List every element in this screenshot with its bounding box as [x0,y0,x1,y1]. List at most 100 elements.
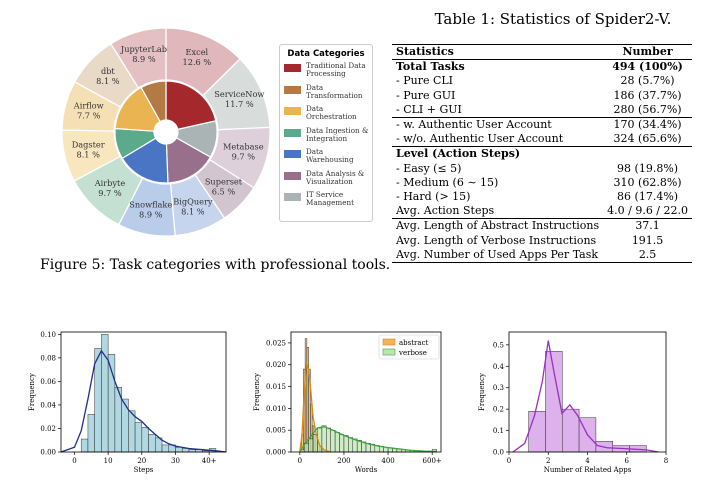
table-row: Avg. Length of Verbose Instructions 191.5 [392,234,692,248]
histogram-bar [308,438,314,453]
table-row: Avg. Action Steps 4.0 / 9.6 / 22.0 [392,204,693,219]
histogram-bar [87,414,95,453]
legend-item: Data Warehousing [280,147,372,170]
histogram-bar [343,435,349,453]
row-value: 98 (19.8%) [617,161,679,175]
table-row: Avg. Length of Abstract Instructions 37.1 [392,219,692,234]
histogram-bar [330,429,336,453]
legend-label: Data Warehousing [306,147,354,165]
related-apps-histogram: 0.0 0.1 0.2 0.3 0.4 0.5 0 2 4 6 8 Number of Related… [478,331,668,474]
row-value: 37.1 [635,219,660,233]
kde-curve [512,340,659,453]
y-tick-label: 0.3 [493,384,504,392]
table-row: - Easy (≤ 5) 98 (19.8%) [392,162,692,176]
x-tick-label: 600+ [423,457,442,465]
table-row: Total Tasks 494 (100%) [392,60,692,75]
slice-percent-label: 8.1 % [181,206,205,216]
legend-label: Data Orchestration [306,104,357,122]
steps-histogram: 0.00 0.02 0.04 0.06 0.08 0.10 0 10 20 30 40+ Steps F… [28,331,227,474]
slice-percent-label: 8.1 % [77,150,101,160]
legend-swatch [382,338,396,346]
legend-swatch [284,171,301,180]
y-axis-label: Frequency [28,373,36,411]
table-row: - Pure CLI 28 (5.7%) [392,74,692,88]
row-label: Avg. Number of Used Apps Per Task [396,247,599,261]
row-label: - Medium (6 ∼ 15) [396,175,499,189]
x-tick-label: 6 [625,457,630,465]
y-tick-label: 0.2 [493,406,504,414]
row-label: - Easy (≤ 5) [396,161,462,175]
legend-swatch [284,85,301,94]
legend-label: Traditional Data Processing [306,61,366,79]
x-tick-label: 0 [507,457,511,465]
y-tick-label: 0.06 [40,378,56,386]
y-tick-label: 0.0 [493,449,504,457]
y-tick-label: 0.00 [40,449,56,457]
slice-name-label: ServiceNow [214,89,264,99]
y-tick-label: 0.000 [266,449,286,457]
row-value: 28 (5.7%) [620,74,675,88]
histogram-bar [141,427,149,453]
y-tick-label: 0.04 [40,401,56,409]
header-statistics: Statistics [396,45,454,58]
legend-item: Data Ingestion & Integration [280,126,372,149]
row-value: 186 (37.7%) [613,88,682,102]
bars-series-0 [80,334,217,453]
row-value: 310 (62.8%) [613,175,682,189]
legend-label: verbose [398,349,427,357]
slice-percent-label: 11.7 % [225,99,254,109]
row-label: - Hard (> 15) [396,190,471,204]
legend-label: IT Service Management [306,190,354,208]
statistics-table: Statistics Number Total Tasks 494 (100%) … [392,44,693,263]
histogram-bar [326,427,331,453]
row-label: - Pure GUI [396,88,456,102]
histogram-bar [175,447,183,453]
y-axis-label: Frequency [478,373,486,411]
row-label: - Pure CLI [396,74,454,88]
histogram-bar [161,444,170,453]
row-value: 2.5 [638,247,657,261]
x-axis-label: Steps [134,466,154,474]
row-value: 86 (17.4%) [617,190,679,204]
row-label: Total Tasks [396,60,465,74]
y-tick-label: 0.4 [493,363,505,371]
table-row: Avg. Number of Used Apps Per Task 2.5 [392,247,693,263]
y-tick-label: 0.08 [40,354,56,362]
row-value [603,147,692,162]
x-tick-label: 400 [381,457,394,465]
histogram-bar [562,408,580,453]
slice-percent-label: 9.7 % [232,152,256,162]
y-tick-label: 0.005 [266,427,286,435]
row-value: 280 (56.7%) [613,102,682,116]
table-row: - w. Authentic User Account 170 (34.4%) [392,118,692,133]
x-axis-label: Number of Related Apps [544,466,632,474]
bars-series-0 [528,351,647,453]
legend-label: Data Analysis & Visualization [306,168,365,186]
x-tick-label: 8 [664,457,668,465]
row-label: - w. Authentic User Account [396,118,552,132]
histogram-bar [528,411,546,453]
table-row: Level (Action Steps) [392,147,692,162]
table-row: - w/o. Authentic User Account 324 (65.6%) [392,132,693,147]
y-tick-label: 0.015 [266,383,286,391]
y-axis-label: Frequency [253,373,261,411]
legend-item: Traditional Data Processing [280,61,372,84]
slice-name-label: Excel [186,47,209,57]
histogram-bar [348,437,354,453]
legend-title: Data Categories [287,49,365,59]
row-label: Avg. Action Steps [396,204,495,218]
legend-swatch [284,193,301,201]
slice-percent-label: 8.1 % [96,76,120,86]
slice-name-label: BigQuery [173,196,213,206]
legend-swatch [284,128,301,137]
x-tick-label: 200 [337,457,350,465]
kde-curve [60,349,227,453]
slice-name-label: Dagster [72,140,105,150]
x-tick-label: 0 [72,457,76,465]
slice-percent-label: 8.9 % [139,210,163,220]
slice-percent-label: 12.6 % [183,57,212,67]
table-row: - CLI + GUI 280 (56.7%) [392,102,693,118]
slice-name-label: Airbyte [94,178,126,188]
slice-percent-label: 7.7 % [77,110,101,120]
y-tick-label: 0.020 [266,361,286,369]
